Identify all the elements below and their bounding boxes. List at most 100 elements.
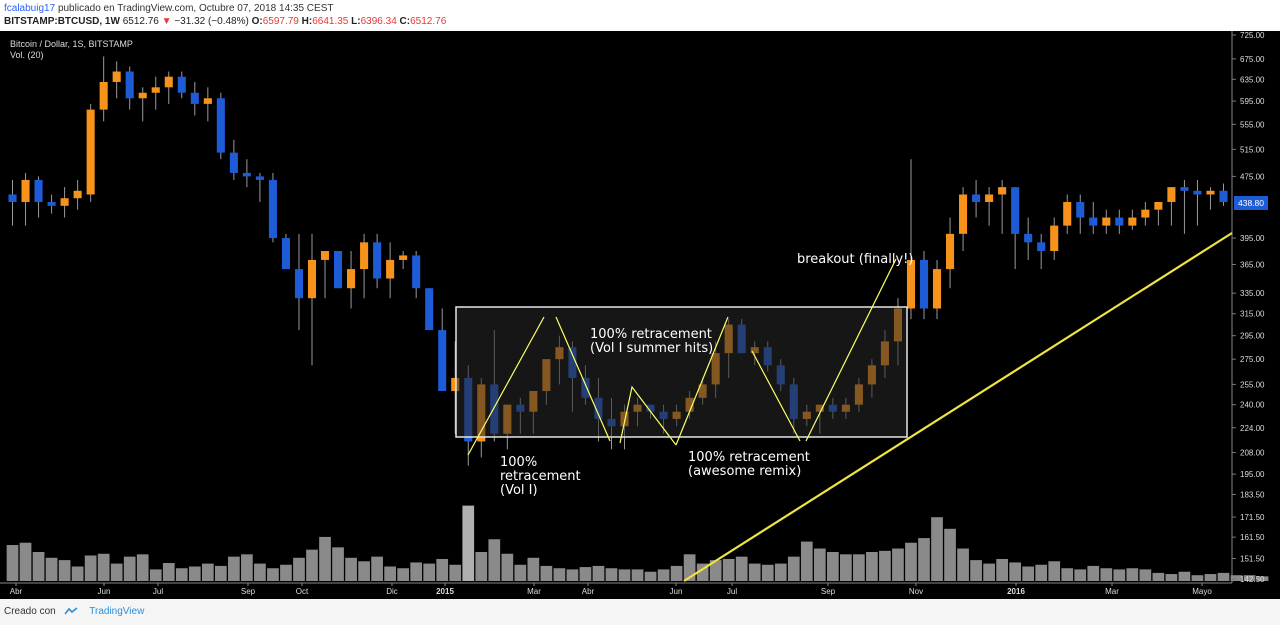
volume-bar: [1022, 566, 1035, 581]
x-tick-label: Nov: [909, 587, 923, 596]
candle-body: [373, 242, 382, 279]
volume-bar: [683, 554, 696, 581]
volume-bar: [605, 568, 618, 581]
volume-bar: [592, 565, 605, 581]
volume-bar: [1256, 576, 1269, 581]
candle-body: [1154, 201, 1163, 210]
author-link[interactable]: fcalabuig17: [4, 3, 56, 14]
volume-bar: [136, 554, 149, 581]
volume-bar: [1178, 571, 1191, 581]
candle-body: [425, 288, 434, 331]
candle-body: [255, 176, 264, 180]
volume-bar: [1243, 575, 1256, 581]
volume-bar: [657, 569, 670, 581]
y-tick-label: 555.00: [1240, 120, 1265, 129]
volume-bar: [853, 554, 865, 581]
candle-body: [268, 179, 277, 239]
candle-body: [320, 251, 330, 260]
volume-bar: [162, 563, 175, 581]
x-tick-label: Sep: [821, 587, 836, 596]
volume-bar: [866, 552, 878, 581]
y-tick-label: 295.00: [1240, 332, 1265, 341]
volume-bar: [410, 562, 423, 581]
volume-bar: [774, 563, 787, 581]
volume-bar: [214, 565, 227, 581]
volume-bar: [813, 548, 826, 581]
volume-bar: [293, 557, 305, 581]
volume-bar: [1191, 575, 1204, 581]
volume-bar: [254, 563, 266, 581]
volume-bar: [1126, 568, 1139, 581]
candle-body: [190, 92, 199, 104]
candle-body: [1128, 217, 1137, 226]
volume-bar: [84, 555, 97, 581]
annotation-a1: 100%: [500, 455, 537, 470]
volume-bar: [696, 563, 709, 581]
x-tick-label: Jul: [153, 587, 163, 596]
open-value: 6597.79: [262, 16, 299, 27]
last-price: 6512.76: [122, 16, 159, 27]
candle-body: [1115, 217, 1124, 226]
volume-bars: [6, 505, 1269, 581]
time-axis-background: [0, 583, 1232, 599]
candle-body: [347, 269, 356, 289]
published-text: publicado en TradingView.com, Octubre 07…: [57, 3, 334, 14]
trend-arrows: [467, 258, 897, 456]
volume-bar: [879, 550, 891, 581]
volume-bar: [527, 557, 540, 581]
y-tick-label: 675.00: [1240, 55, 1265, 64]
volume-bar: [1009, 562, 1022, 581]
y-tick-label: 635.00: [1240, 75, 1265, 84]
y-tick-label: 183.50: [1240, 490, 1265, 499]
ohlc-line: BITSTAMP:BTCUSD, 1W 6512.76 ▼ −31.32 (−0…: [4, 16, 446, 27]
volume-bar: [1100, 568, 1113, 581]
candle-body: [438, 330, 447, 392]
tradingview-link[interactable]: TradingView: [89, 606, 145, 617]
candle-body: [985, 194, 994, 202]
x-tick-label: Oct: [296, 587, 309, 596]
y-tick-label: 515.00: [1240, 145, 1265, 154]
volume-bar: [1061, 568, 1074, 581]
last-price-tag: 438.80: [1234, 196, 1268, 210]
candle-body: [334, 251, 343, 289]
volume-bar: [71, 566, 84, 581]
created-with-label: Creado con: [4, 606, 56, 617]
candle-body: [86, 109, 95, 195]
volume-bar: [241, 554, 253, 581]
volume-bar: [58, 560, 71, 581]
volume-bar: [800, 541, 813, 581]
price-axis-background: [1232, 31, 1280, 599]
volume-bar: [1113, 569, 1126, 581]
volume-bar: [1048, 561, 1061, 581]
candle-body: [242, 172, 251, 177]
high-label: H:: [301, 16, 313, 27]
volume-bar: [358, 561, 370, 581]
volume-bar: [123, 556, 136, 581]
candle-body: [164, 76, 173, 88]
candle-body: [1206, 190, 1215, 195]
annotation-c2: (awesome remix): [688, 464, 801, 479]
price-chart[interactable]: 725.00 675.00 635.00 595.00 555.00 515.00 475.…: [0, 31, 1280, 599]
y-tick-label: 365.00: [1240, 260, 1265, 269]
volume-bar: [826, 552, 839, 581]
volume-bar: [931, 517, 943, 581]
volume-bar: [423, 563, 436, 581]
close-value: 6512.76: [410, 16, 447, 27]
x-tick-label: Abr: [10, 587, 23, 596]
range-box: [455, 306, 908, 438]
footer: Creado con TradingView: [0, 599, 1280, 625]
volume-bar: [1165, 574, 1178, 581]
candle-body: [1050, 225, 1059, 252]
candle-body: [1089, 217, 1098, 226]
volume-bar: [175, 568, 188, 581]
time-axis: Abr Jun Jul Sep Oct Dic 2015 Mar Abr Jun Jul Sep Nov…: [0, 582, 1232, 596]
volume-bar: [540, 565, 553, 581]
down-arrow-icon: ▼: [161, 16, 172, 27]
annotation-texts: 100% retracement (Vol I) 100% retracemen…: [500, 252, 913, 498]
arrow-6: [805, 258, 897, 442]
volume-bar: [332, 547, 344, 581]
candle-body: [932, 269, 942, 309]
candle-body: [307, 259, 317, 299]
annotation-a2: retracement: [500, 469, 581, 484]
volume-bar: [306, 549, 318, 581]
